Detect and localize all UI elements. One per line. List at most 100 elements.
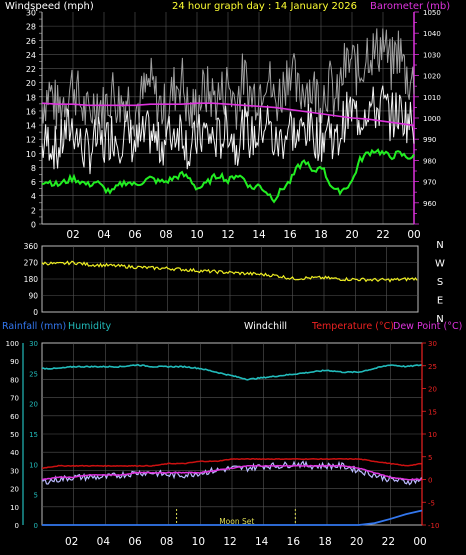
barometer-title: Barometer (mb) bbox=[370, 1, 450, 12]
barometer-line bbox=[41, 102, 415, 127]
y-tick-right: 1000 bbox=[423, 115, 441, 123]
y-tick-humidity: 20 bbox=[10, 486, 19, 494]
y-tick-humidity: 10 bbox=[10, 504, 19, 512]
rainfall-line bbox=[42, 509, 423, 526]
windspeed-title: Windspeed (mph) bbox=[5, 1, 94, 12]
average-wind-line bbox=[41, 148, 415, 204]
x-tick-label: 18 bbox=[314, 229, 327, 241]
y-tick-left: 28 bbox=[26, 23, 36, 32]
y-tick-left: 6 bbox=[31, 178, 36, 187]
y-tick-direction: 270 bbox=[24, 259, 39, 268]
y-tick-left: 2 bbox=[31, 206, 36, 215]
x-tick-label: 10 bbox=[190, 229, 203, 241]
compass-label: E bbox=[437, 296, 443, 307]
x-tick-label: 22 bbox=[376, 229, 389, 241]
y-tick-rain: 10 bbox=[29, 461, 38, 469]
moon-set-label: Moon Set bbox=[219, 517, 254, 526]
y-tick-right: 970 bbox=[423, 179, 436, 187]
gust-line bbox=[41, 28, 415, 137]
y-tick-humidity: 90 bbox=[10, 358, 19, 366]
y-tick-rain: 15 bbox=[29, 431, 38, 439]
y-tick-left: 0 bbox=[31, 221, 36, 230]
y-tick-right: 1040 bbox=[423, 30, 441, 38]
rain-humidity-temperature-panel: 0 10 20 30 40 5 06 0 70 80 90 10 00 5 10 15 20 25 30 -10 -5 0… bbox=[6, 340, 440, 548]
graph-title: 24 hour graph day : 14 January 2026 bbox=[172, 1, 357, 12]
x-tick-label: 16 bbox=[283, 229, 297, 241]
y-tick-direction: 0 bbox=[33, 308, 38, 317]
x-tick-label: 02 bbox=[65, 536, 78, 548]
x-tick-label: 22 bbox=[382, 536, 395, 548]
y-tick-right: 960 bbox=[423, 200, 436, 208]
x-tick-label: 04 bbox=[97, 229, 111, 241]
y-tick-left: 4 bbox=[31, 192, 36, 201]
x-tick-label: 18 bbox=[318, 536, 331, 548]
y-tick-temperature: -5 bbox=[428, 499, 435, 507]
windspeed-line bbox=[41, 85, 415, 175]
y-tick-humidity: 30 bbox=[10, 467, 19, 475]
y-tick-left: 8 bbox=[31, 164, 36, 173]
x-tick-label: 10 bbox=[192, 536, 205, 548]
x-tick-label: 00 bbox=[413, 536, 426, 548]
x-tick-label: 02 bbox=[66, 229, 79, 241]
y-tick-temperature: 30 bbox=[428, 340, 437, 348]
y-tick-humidity: 0 bbox=[15, 522, 19, 530]
y-tick-left: 24 bbox=[26, 51, 36, 60]
y-tick-right: 980 bbox=[423, 157, 436, 165]
x-tick-label: 20 bbox=[345, 229, 358, 241]
compass-label: W bbox=[435, 259, 445, 270]
x-tick-label: 08 bbox=[160, 536, 173, 548]
x-tick-label: 08 bbox=[159, 229, 172, 241]
y-tick-rain: 0 bbox=[34, 522, 38, 530]
y-tick-left: 30 bbox=[26, 9, 36, 18]
x-tick-label: 12 bbox=[223, 536, 236, 548]
y-tick-rain: 20 bbox=[29, 401, 38, 409]
y-tick-temperature: 10 bbox=[428, 431, 437, 439]
x-tick-label: 14 bbox=[255, 536, 269, 548]
temperature-legend: Temperature (°C) bbox=[311, 321, 394, 332]
dewpoint-line bbox=[41, 464, 422, 481]
humidity-line bbox=[41, 363, 422, 381]
y-tick-left: 22 bbox=[26, 65, 36, 74]
x-tick-label: 16 bbox=[287, 536, 301, 548]
x-tick-label: 06 bbox=[128, 536, 142, 548]
compass-label: N bbox=[436, 240, 443, 251]
wind-direction-line bbox=[41, 260, 418, 283]
dewpoint-legend: Dew Point (°C) bbox=[393, 321, 462, 332]
y-tick-temperature: -10 bbox=[428, 522, 439, 530]
y-tick-left: 20 bbox=[26, 79, 36, 88]
y-tick-left: 18 bbox=[26, 93, 36, 102]
y-tick-direction: 90 bbox=[28, 292, 38, 301]
y-tick-left: 12 bbox=[26, 136, 36, 145]
y-tick-rain: 30 bbox=[29, 340, 38, 348]
y-tick-humidity: 40 bbox=[10, 449, 19, 457]
y-tick-humidity: 50 bbox=[10, 431, 19, 439]
x-tick-label: 04 bbox=[97, 536, 111, 548]
y-tick-right: 1020 bbox=[423, 73, 441, 81]
rainfall-legend: Rainfall (mm) bbox=[2, 321, 66, 332]
compass-label: S bbox=[437, 277, 443, 288]
y-tick-temperature: 0 bbox=[428, 477, 432, 485]
y-tick-humidity: 80 bbox=[10, 376, 19, 384]
temperature-line bbox=[41, 457, 422, 469]
y-tick-rain: 5 bbox=[34, 492, 38, 500]
windchill-legend: Windchill bbox=[244, 321, 287, 332]
y-tick-left: 10 bbox=[26, 150, 36, 159]
y-tick-rain: 25 bbox=[29, 370, 38, 378]
y-tick-temperature: 20 bbox=[428, 386, 437, 394]
y-tick-temperature: 15 bbox=[428, 408, 437, 416]
y-tick-temperature: 5 bbox=[428, 454, 432, 462]
x-tick-label: 00 bbox=[407, 229, 420, 241]
x-tick-label: 12 bbox=[221, 229, 234, 241]
x-tick-label: 20 bbox=[350, 536, 363, 548]
y-tick-right: 1050 bbox=[423, 9, 441, 17]
y-tick-direction: 180 bbox=[24, 275, 39, 284]
y-tick-direction: 360 bbox=[24, 242, 39, 251]
y-tick-left: 14 bbox=[26, 122, 36, 131]
y-tick-humidity: 70 bbox=[10, 395, 19, 403]
y-tick-right: 990 bbox=[423, 136, 436, 144]
y-tick-right: 1030 bbox=[423, 51, 441, 59]
